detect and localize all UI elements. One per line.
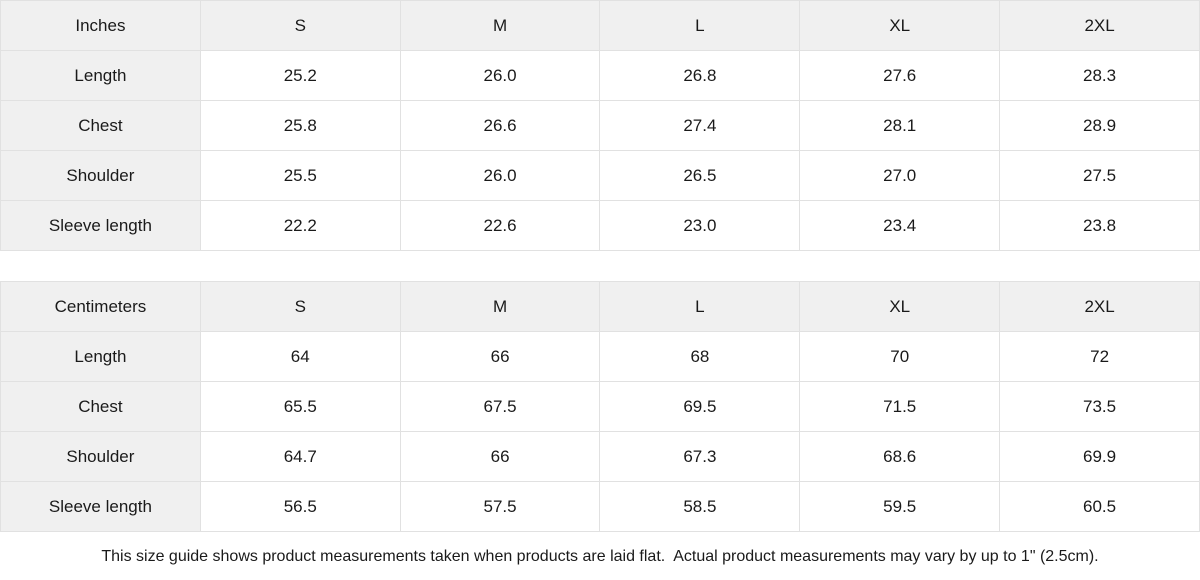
measurement-label-cell: Sleeve length [0,200,201,251]
unit-header-cell: Inches [0,0,201,51]
size-column-header: 2XL [999,281,1200,332]
footer-note: This size guide shows product measuremen… [0,532,1200,580]
measurement-value-cell: 67.3 [599,431,801,482]
measurement-value-cell: 69.9 [999,431,1200,482]
measurement-value-cell: 64 [199,331,401,382]
measurement-label-cell: Length [0,50,201,101]
measurement-value-cell: 27.5 [999,150,1200,201]
size-column-header: M [399,281,601,332]
measurement-value-cell: 73.5 [999,381,1200,432]
measurement-value-cell: 72 [999,331,1200,382]
measurement-value-cell: 67.5 [399,381,601,432]
size-column-header: XL [799,281,1001,332]
size-column-header: S [199,0,401,51]
measurement-value-cell: 26.0 [399,150,601,201]
measurement-label-cell: Length [0,331,201,382]
size-table-inches: Inches S M L XL 2XL Length 25.2 26.0 26.8 27.6 28.3… [0,0,1200,251]
measurement-row: Sleeve length 56.5 57.5 58.5 59.5 60.5 [0,481,1200,532]
measurement-value-cell: 26.6 [399,100,601,151]
measurement-value-cell: 27.0 [799,150,1001,201]
measurement-row: Sleeve length 22.2 22.6 23.0 23.4 23.8 [0,200,1200,251]
header-row: Centimeters S M L XL 2XL [0,281,1200,332]
measurement-value-cell: 60.5 [999,481,1200,532]
measurement-value-cell: 25.5 [199,150,401,201]
table-gap [0,251,1200,281]
measurement-value-cell: 66 [399,331,601,382]
measurement-row: Length 64 66 68 70 72 [0,331,1200,382]
measurement-value-cell: 57.5 [399,481,601,532]
measurement-value-cell: 69.5 [599,381,801,432]
measurement-row: Length 25.2 26.0 26.8 27.6 28.3 [0,50,1200,101]
measurement-row: Chest 25.8 26.6 27.4 28.1 28.9 [0,100,1200,151]
measurement-value-cell: 28.3 [999,50,1200,101]
measurement-value-cell: 22.6 [399,200,601,251]
measurement-value-cell: 71.5 [799,381,1001,432]
measurement-value-cell: 58.5 [599,481,801,532]
measurement-value-cell: 26.8 [599,50,801,101]
size-column-header: L [599,281,801,332]
measurement-value-cell: 27.6 [799,50,1001,101]
measurement-value-cell: 68.6 [799,431,1001,482]
measurement-label-cell: Chest [0,381,201,432]
measurement-value-cell: 26.5 [599,150,801,201]
size-table-centimeters: Centimeters S M L XL 2XL Length 64 66 68 70 72 Chest… [0,281,1200,532]
measurement-value-cell: 25.8 [199,100,401,151]
measurement-value-cell: 23.8 [999,200,1200,251]
size-column-header: M [399,0,601,51]
measurement-value-cell: 22.2 [199,200,401,251]
measurement-value-cell: 25.2 [199,50,401,101]
unit-header-cell: Centimeters [0,281,201,332]
measurement-value-cell: 56.5 [199,481,401,532]
measurement-row: Shoulder 64.7 66 67.3 68.6 69.9 [0,431,1200,482]
size-column-header: 2XL [999,0,1200,51]
measurement-row: Shoulder 25.5 26.0 26.5 27.0 27.5 [0,150,1200,201]
measurement-value-cell: 27.4 [599,100,801,151]
measurement-label-cell: Chest [0,100,201,151]
measurement-value-cell: 23.0 [599,200,801,251]
measurement-value-cell: 70 [799,331,1001,382]
measurement-label-cell: Sleeve length [0,481,201,532]
measurement-value-cell: 66 [399,431,601,482]
measurement-row: Chest 65.5 67.5 69.5 71.5 73.5 [0,381,1200,432]
measurement-value-cell: 68 [599,331,801,382]
measurement-value-cell: 28.1 [799,100,1001,151]
size-column-header: XL [799,0,1001,51]
footer-note-text: This size guide shows product measuremen… [101,548,1099,565]
size-column-header: L [599,0,801,51]
measurement-value-cell: 64.7 [199,431,401,482]
measurement-value-cell: 59.5 [799,481,1001,532]
header-row: Inches S M L XL 2XL [0,0,1200,51]
measurement-value-cell: 26.0 [399,50,601,101]
size-column-header: S [199,281,401,332]
measurement-value-cell: 65.5 [199,381,401,432]
measurement-value-cell: 23.4 [799,200,1001,251]
measurement-label-cell: Shoulder [0,150,201,201]
measurement-value-cell: 28.9 [999,100,1200,151]
measurement-label-cell: Shoulder [0,431,201,482]
